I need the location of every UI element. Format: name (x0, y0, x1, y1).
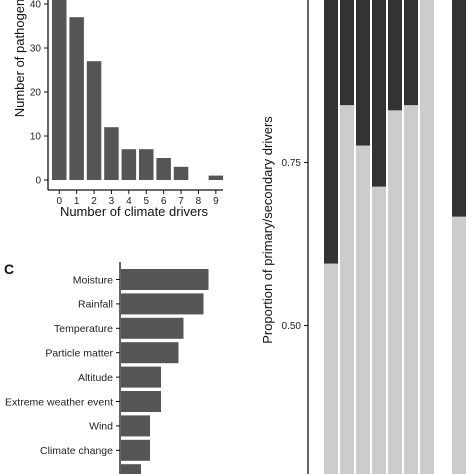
panel-a-x-tick-label: 9 (213, 196, 219, 207)
panel-a-y-tick-label: 30 (30, 44, 42, 55)
panel-a-bar (52, 0, 67, 180)
panel-a-bar (208, 175, 224, 180)
panel-a-bar (69, 17, 84, 181)
panel-b-bar-secondary (372, 0, 386, 187)
panel-c-bar (121, 391, 161, 412)
panel-a-xlabel: Number of climate drivers (60, 204, 209, 219)
panel-b-bar-primary (324, 263, 338, 474)
panel-a-x-tick-label: 4 (126, 196, 132, 207)
panel-c-bar (121, 439, 150, 461)
panel-b-bar-secondary (404, 0, 418, 106)
panel-b-bar-primary (452, 216, 466, 474)
panel-b-bar-secondary (452, 0, 466, 217)
panel-a-y-tick-label: 0 (35, 176, 41, 187)
panel-b-bar-primary (404, 105, 418, 474)
panel-b-bar-secondary (324, 0, 338, 264)
panel-a-x-tick-label: 7 (178, 196, 184, 207)
panel-a-chart: Number of pathogen 0 1 2 3 4 5 6 7 8 9 0 10 20 30 40 N… (12, 0, 224, 219)
panel-c-category-label: Wind (89, 421, 113, 433)
panel-c-bar (121, 366, 161, 388)
panel-c-bar (121, 293, 204, 315)
panel-a-x-tick-label: 1 (74, 196, 80, 207)
panel-c-bar (121, 269, 209, 290)
panel-a-x-tick-label: 2 (91, 196, 97, 207)
panel-b-chart: Proportion of primary/secondary drivers … (260, 0, 466, 474)
panel-c-category-label: Temperature (54, 323, 113, 335)
panel-c-category-label: Moisture (73, 274, 113, 286)
panel-a-bar (156, 158, 171, 180)
panel-c-category-label: Altitude (78, 372, 113, 384)
panel-c-chart: C Moisture Rainfall Temperature Particle ma… (4, 261, 209, 474)
panel-c-bar (121, 415, 150, 437)
panel-a-bar (139, 149, 154, 180)
panel-a-x-tick-label: 3 (109, 196, 115, 207)
panel-b-bar-primary (388, 110, 402, 474)
panel-c-category-label: Particle matter (45, 348, 113, 360)
panel-c-bar (121, 464, 141, 474)
panel-c-category-label: Rainfall (78, 299, 113, 311)
panel-c-category-label: Extreme weather event (5, 396, 113, 408)
panel-a-bar (104, 127, 119, 180)
panel-b-bar-primary (340, 105, 354, 474)
panel-b-y-tick-label: 0.50 (282, 321, 302, 332)
panel-b-bar-secondary (388, 0, 402, 111)
panel-a-bar (173, 166, 189, 180)
panel-b-bar-primary (356, 145, 370, 474)
panel-b-bar-secondary (356, 0, 370, 146)
panel-c-label: C (4, 261, 14, 277)
panel-b-bar-secondary (340, 0, 354, 106)
panel-b-ylabel: Proportion of primary/secondary drivers (260, 116, 275, 344)
panel-c-bar (121, 342, 179, 364)
panel-a-y-tick-label: 40 (30, 0, 42, 11)
panel-a-y-tick-label: 20 (30, 88, 42, 99)
panel-a-y-tick-label: 10 (30, 132, 42, 143)
panel-a-bar (86, 61, 102, 181)
panel-a-x-tick-label: 5 (143, 196, 149, 207)
panel-a-bar (121, 149, 137, 180)
panel-c-bar (121, 317, 184, 339)
panel-c-category-label: Climate change (40, 445, 113, 457)
panel-a-ylabel: Number of pathogen (12, 0, 27, 117)
panel-a-x-tick-label: 6 (161, 196, 167, 207)
panel-b-bar-primary (372, 186, 386, 474)
panel-a-x-tick-label: 0 (56, 196, 62, 207)
panel-b-bar-primary (420, 0, 434, 474)
panel-a-x-tick-label: 8 (196, 196, 202, 207)
panel-b-y-tick-label: 0.75 (282, 158, 302, 169)
